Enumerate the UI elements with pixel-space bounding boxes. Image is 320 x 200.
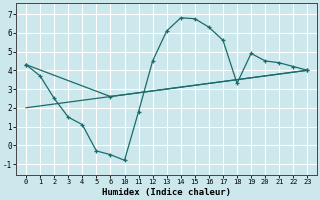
X-axis label: Humidex (Indice chaleur): Humidex (Indice chaleur) xyxy=(102,188,231,197)
